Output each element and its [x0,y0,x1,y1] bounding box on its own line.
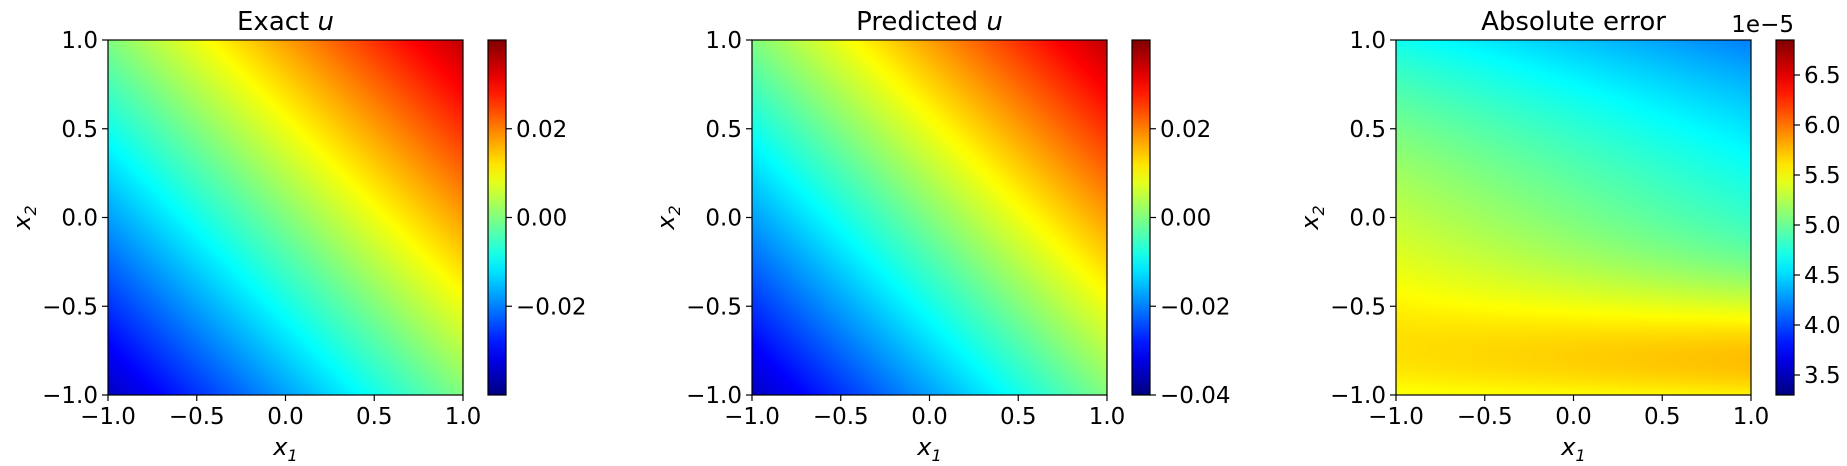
y-tick-label: 0.5 [705,117,742,143]
y-tick-label: 0.0 [61,206,98,232]
x-tick-label: −1.0 [80,404,136,430]
colorbar-tick-label: 0.02 [1160,117,1211,143]
colorbar-tick-label: 6.0 [1804,113,1841,139]
x-tick-label: −1.0 [1368,404,1424,430]
y-tick-label: −0.5 [42,294,98,320]
x-axis-label: x1 [916,433,941,465]
x-tick-label: 0.0 [911,404,948,430]
colorbar-tick-label: 5.5 [1804,163,1841,189]
x-tick-label: 0.0 [267,404,304,430]
colorbar-tick-label: 3.5 [1804,363,1841,389]
y-axis-label: x2 [8,205,40,230]
chart-title: Predicted u [856,7,1003,37]
y-tick-label: 0.5 [1349,117,1386,143]
chart-title: Absolute error [1481,7,1666,37]
x-tick-label: −0.5 [813,404,869,430]
y-tick-label: −0.5 [686,294,742,320]
x-tick-label: 1.0 [1089,404,1126,430]
colorbar-frame [1775,39,1795,396]
y-tick-label: −1.0 [42,383,98,409]
y-tick-label: 0.5 [61,117,98,143]
y-tick-label: 1.0 [705,28,742,54]
colorbar-tick-label: 0.02 [516,117,567,143]
panel-exact-u: Exact u −1.0 −0.5 0.0 0.5 1.0 −1.0 −0.5 0.0 0.5 1.… [8,7,586,465]
colorbar [1776,40,1794,395]
colorbar-tick-label: 0.00 [1160,206,1211,232]
colorbar-tick-label: 6.5 [1804,63,1841,89]
heatmap-image [108,40,463,395]
x-tick-label: −0.5 [169,404,225,430]
x-tick-label: 1.0 [445,404,482,430]
y-tick-label: 0.0 [1349,206,1386,232]
colorbar-tick-label: −0.02 [516,294,586,320]
colorbar [1132,40,1150,395]
y-tick-label: 1.0 [61,28,98,54]
panel-absolute-error: Absolute error −1.0 −0.5 0.0 0.5 1.0 −1.0 −0.5 0… [1296,7,1841,465]
colorbar-tick-label: 5.0 [1804,213,1841,239]
colorbar-offset-text: 1e−5 [1731,12,1794,38]
x-tick-label: −0.5 [1457,404,1513,430]
y-tick-label: −0.5 [1330,294,1386,320]
x-axis-label: x1 [272,433,297,465]
x-tick-label: 0.0 [1555,404,1592,430]
heatmap-image [752,40,1107,395]
colorbar-tick-label: 4.5 [1804,263,1841,289]
colorbar-tick-label: −0.04 [1160,383,1230,409]
y-tick-label: 1.0 [1349,28,1386,54]
y-tick-label: 0.0 [705,206,742,232]
x-tick-label: 0.5 [1644,404,1681,430]
y-tick-label: −1.0 [1330,383,1386,409]
y-axis-label: x2 [652,205,684,230]
x-tick-label: 0.5 [1000,404,1037,430]
y-axis-label: x2 [1296,205,1328,230]
chart-title: Exact u [237,7,334,37]
x-tick-label: 0.5 [356,404,393,430]
colorbar-tick-label: 4.0 [1804,313,1841,339]
colorbar-tick-label: 0.00 [516,206,567,232]
heatmap-image [1396,40,1751,395]
panel-predicted-u: Predicted u−1.0 −0.5 0.0 0.5 1.0−1.0−0.50.00… [652,7,1230,465]
y-tick-label: −1.0 [686,383,742,409]
x-tick-label: 1.0 [1733,404,1770,430]
x-axis-label: x1 [1560,433,1585,465]
colorbar [488,40,506,395]
colorbar-tick-label: −0.02 [1160,294,1230,320]
x-tick-label: −1.0 [724,404,780,430]
